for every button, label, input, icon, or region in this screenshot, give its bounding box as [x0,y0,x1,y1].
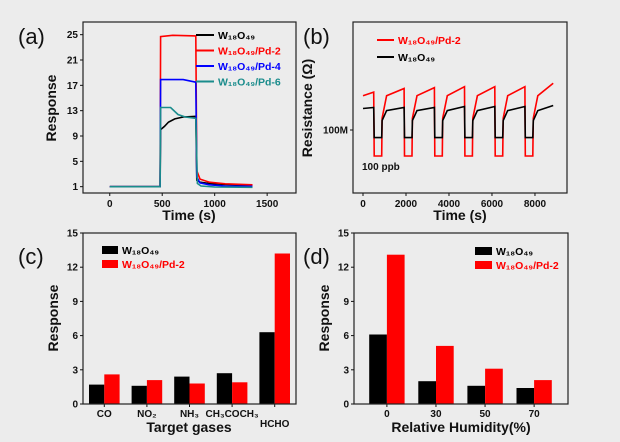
plot-frame-d [353,232,569,405]
legend-swatch-c-0 [102,246,118,254]
bar-c-0-1 [131,385,147,404]
xtick-label-a-1: 500 [154,199,171,210]
panel-label-c: (c) [18,244,44,269]
series-line-a-3 [109,106,253,189]
ytick-label-a-3: 13 [67,106,79,117]
xtick-label-c-4: HCHO [260,419,290,430]
xtick-label-c-1: NO₂ [137,409,156,420]
ytick-label-c-0: 0 [72,400,78,411]
bar-d-0-1 [418,381,436,404]
series-line-b-1 [362,104,554,139]
ytick-label-d-2: 6 [343,331,349,342]
legend-label-c-1: W₁₈O₄₉/Pd-2 [122,259,185,271]
legend-swatch-c-1 [102,260,118,268]
legend-label-a-2: W₁₈O₄₉/Pd-4 [218,61,281,73]
ytick-label-c-5: 15 [67,229,79,240]
bar-c-1-1 [146,380,163,404]
xtick-label-c-3: CH₃COCH₃ [206,409,260,420]
xlabel-d: Relative Humidity(%) [391,419,530,435]
legend-label-c-0: W₁₈O₄₉ [122,245,159,257]
xtick-label-c-2: NH₃ [180,409,199,420]
ytick-label-a-4: 17 [67,81,79,92]
bar-c-0-0 [89,384,105,404]
ytick-label-b-0: 100M [323,125,348,136]
xtick-label-b-1: 2000 [395,199,418,210]
ytick-label-d-5: 15 [338,229,350,240]
legend-label-a-3: W₁₈O₄₉/Pd-6 [218,77,281,89]
bar-c-0-2 [174,376,190,404]
bar-d-0-3 [516,388,535,404]
ytick-label-a-5: 21 [67,56,79,67]
ytick-label-d-0: 0 [343,400,349,411]
bar-d-1-2 [485,368,503,404]
bar-c-0-4 [259,332,275,404]
ytick-label-c-1: 3 [72,365,78,376]
xtick-label-b-2: 4000 [438,199,461,210]
ytick-label-a-1: 5 [72,157,78,168]
ytick-label-c-2: 6 [72,331,78,342]
xtick-label-d-1: 30 [430,409,442,420]
panel-label-b: (b) [303,24,330,49]
ytick-label-c-4: 12 [67,263,79,274]
ytick-label-a-6: 25 [67,30,79,41]
xtick-label-d-3: 70 [529,409,541,420]
ytick-label-a-0: 1 [72,182,78,193]
xtick-label-b-3: 6000 [481,199,504,210]
xtick-label-a-2: 1000 [204,199,227,210]
bar-d-1-3 [534,380,552,404]
xtick-label-d-2: 50 [479,409,491,420]
bar-d-0-0 [369,334,387,404]
ylabel-b: Resistance (Ω) [299,59,315,157]
ylabel-a: Response [43,74,59,141]
xtick-label-c-0: CO [97,409,112,420]
legend-label-d-0: W₁₈O₄₉ [496,246,533,258]
plot-frame-c [82,232,297,405]
xlabel-a: Time (s) [162,207,215,223]
ylabel-c: Response [45,284,61,351]
plot-frame-a [82,21,297,194]
xtick-label-d-0: 0 [384,409,390,420]
legend-swatch-d-0 [475,247,492,255]
bar-c-1-4 [274,253,290,404]
xlabel-b: Time (s) [433,207,486,223]
legend-swatch-d-1 [475,261,492,269]
plot-frame-b [352,21,568,194]
bar-d-1-1 [436,345,454,404]
xtick-label-b-0: 0 [360,199,366,210]
series-line-b-0 [362,82,554,157]
annotation-100ppb: 100 ppb [362,162,400,173]
bar-d-0-2 [467,385,486,404]
ytick-label-d-1: 3 [343,365,349,376]
xtick-label-b-4: 8000 [524,199,547,210]
ytick-label-d-3: 9 [343,297,349,308]
xlabel-c: Target gases [146,419,232,435]
bar-c-1-2 [189,383,205,404]
panel-label-a: (a) [18,24,45,49]
bar-c-1-0 [104,374,120,404]
xtick-label-a-0: 0 [107,199,113,210]
ytick-label-d-4: 12 [338,263,350,274]
xtick-label-a-3: 1500 [256,199,279,210]
ytick-label-a-2: 9 [72,132,78,143]
legend-label-a-0: W₁₈O₄₉ [218,30,255,42]
legend-label-d-1: W₁₈O₄₉/Pd-2 [496,260,559,272]
legend-label-a-1: W₁₈O₄₉/Pd-2 [218,46,281,58]
legend-label-b-1: W₁₈O₄₉ [398,52,435,64]
ytick-label-c-3: 9 [72,297,78,308]
legend-label-b-0: W₁₈O₄₉/Pd-2 [398,35,461,47]
panel-label-d: (d) [303,244,330,269]
bar-d-1-0 [386,254,405,404]
ylabel-d: Response [316,284,332,351]
bar-c-1-3 [232,382,248,404]
bar-c-0-3 [216,373,233,404]
